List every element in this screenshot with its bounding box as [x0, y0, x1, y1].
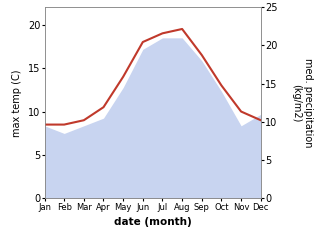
X-axis label: date (month): date (month) [114, 217, 191, 227]
Y-axis label: med. precipitation
(kg/m2): med. precipitation (kg/m2) [291, 58, 313, 148]
Y-axis label: max temp (C): max temp (C) [12, 69, 23, 136]
